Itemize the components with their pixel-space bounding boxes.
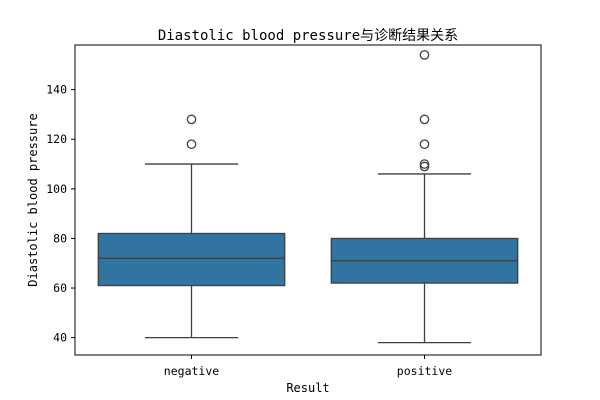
y-tick-label: 60 <box>53 281 67 295</box>
y-tick-label: 100 <box>46 182 67 196</box>
outlier-point <box>186 139 197 150</box>
y-tick-label: 80 <box>53 231 67 245</box>
y-tick-label: 120 <box>46 132 67 146</box>
y-axis: 40 60 80 100 120 140 <box>46 83 75 345</box>
outlier-point <box>186 114 197 125</box>
outlier-point <box>419 161 430 172</box>
outlier-point <box>419 159 430 169</box>
x-tick-label: positive <box>397 364 452 378</box>
x-axis-label: Result <box>286 381 329 395</box>
box-positive <box>330 50 519 344</box>
plot-area-frame <box>74 44 542 356</box>
y-axis-label: Diastolic blood pressure <box>26 113 40 286</box>
outlier-point <box>419 50 430 60</box>
outlier-point <box>419 114 430 125</box>
y-tick-label: 140 <box>46 83 67 97</box>
x-axis: negative positive <box>164 355 452 378</box>
x-tick-label: negative <box>164 364 219 378</box>
outlier-point <box>419 139 430 150</box>
box-series <box>97 50 519 344</box>
y-tick-label: 40 <box>53 331 67 345</box>
iqr-box <box>97 232 286 287</box>
chart-title: Diastolic blood pressure与诊断结果关系 <box>158 28 458 44</box>
box-negative <box>97 114 286 339</box>
